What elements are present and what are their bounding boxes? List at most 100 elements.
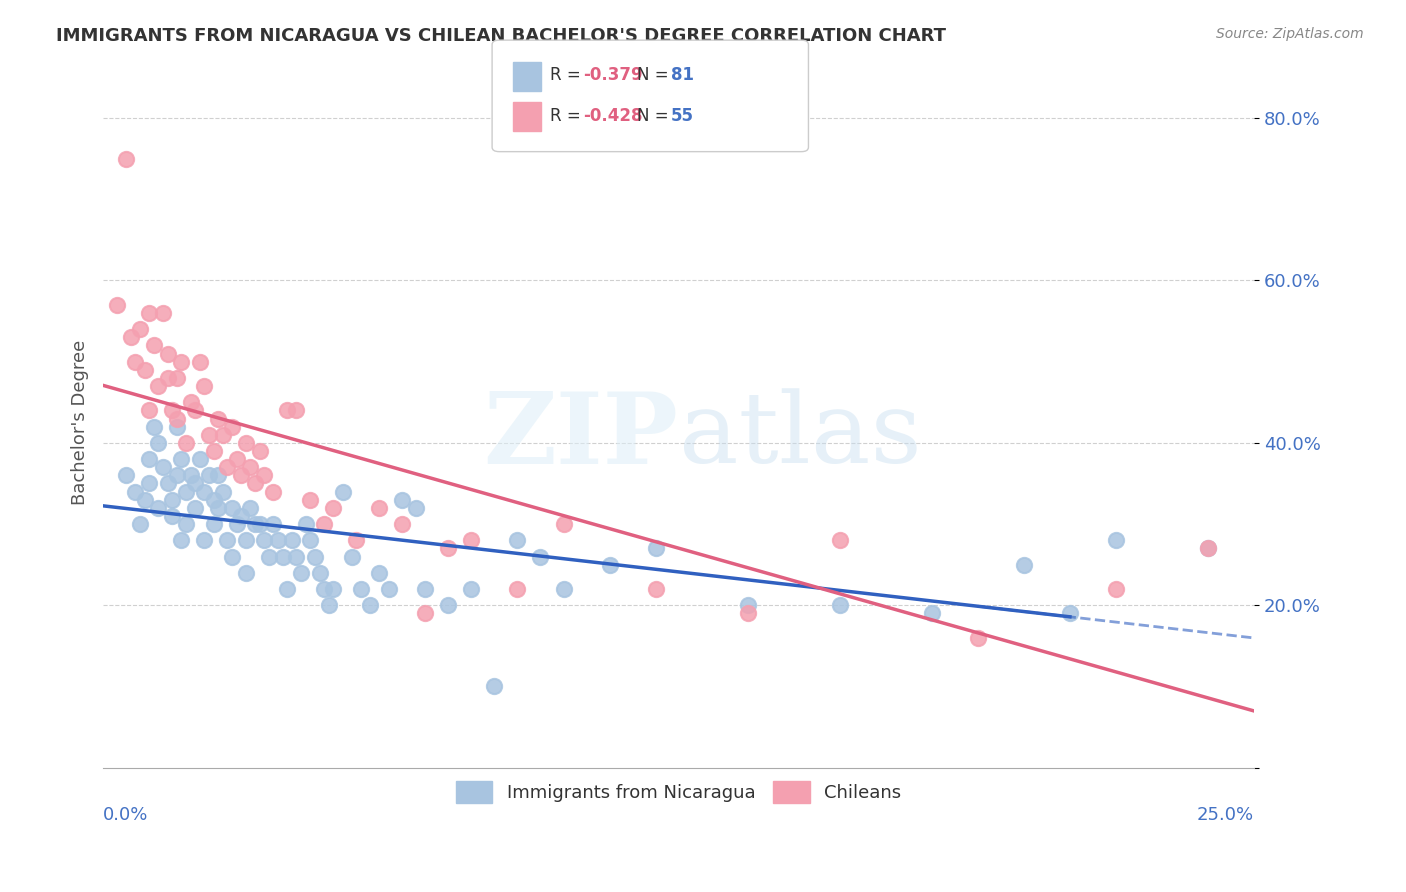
Point <box>299 492 322 507</box>
Point <box>193 484 215 499</box>
Point <box>1197 541 1219 556</box>
Point <box>322 500 344 515</box>
Point <box>253 468 276 483</box>
Point <box>160 403 183 417</box>
Point <box>281 533 304 548</box>
Point <box>263 484 285 499</box>
Point <box>828 533 851 548</box>
Point <box>211 484 233 499</box>
Point <box>243 517 266 532</box>
Point <box>202 517 225 532</box>
Point <box>211 427 233 442</box>
Text: 25.0%: 25.0% <box>1197 805 1254 823</box>
Point <box>368 500 391 515</box>
Point <box>221 500 243 515</box>
Point <box>156 476 179 491</box>
Point <box>304 549 326 564</box>
Point <box>1105 582 1128 596</box>
Point <box>129 322 152 336</box>
Point <box>221 419 243 434</box>
Point <box>921 607 943 621</box>
Point <box>1197 541 1219 556</box>
Point <box>290 566 312 580</box>
Text: N =: N = <box>637 66 673 84</box>
Point <box>148 379 170 393</box>
Point <box>198 427 221 442</box>
Point <box>340 549 363 564</box>
Point <box>415 582 437 596</box>
Point <box>180 395 202 409</box>
Text: N =: N = <box>637 107 673 125</box>
Point <box>437 599 460 613</box>
Text: atlas: atlas <box>679 389 921 484</box>
Point <box>202 492 225 507</box>
Point <box>599 558 621 572</box>
Point <box>138 403 160 417</box>
Point <box>166 419 188 434</box>
Point <box>276 582 298 596</box>
Point <box>314 517 336 532</box>
Point <box>344 533 367 548</box>
Point <box>120 330 142 344</box>
Point <box>152 460 174 475</box>
Point <box>322 582 344 596</box>
Point <box>391 517 413 532</box>
Point <box>198 468 221 483</box>
Point <box>271 549 294 564</box>
Text: 55: 55 <box>671 107 693 125</box>
Point <box>553 517 575 532</box>
Point <box>359 599 381 613</box>
Point <box>221 549 243 564</box>
Point <box>225 452 247 467</box>
Point <box>180 468 202 483</box>
Point <box>529 549 551 564</box>
Point <box>134 492 156 507</box>
Point <box>170 354 193 368</box>
Point <box>217 533 239 548</box>
Point <box>415 607 437 621</box>
Point <box>249 517 271 532</box>
Point <box>160 492 183 507</box>
Point <box>1059 607 1081 621</box>
Point <box>193 533 215 548</box>
Point <box>207 411 229 425</box>
Point <box>506 582 529 596</box>
Point <box>148 500 170 515</box>
Point <box>966 631 988 645</box>
Point <box>217 460 239 475</box>
Point <box>332 484 354 499</box>
Point <box>368 566 391 580</box>
Point <box>170 452 193 467</box>
Point <box>257 549 280 564</box>
Point <box>276 403 298 417</box>
Point <box>391 492 413 507</box>
Point <box>350 582 373 596</box>
Text: Source: ZipAtlas.com: Source: ZipAtlas.com <box>1216 27 1364 41</box>
Point <box>142 338 165 352</box>
Point <box>156 346 179 360</box>
Point <box>138 476 160 491</box>
Point <box>318 599 340 613</box>
Point <box>249 444 271 458</box>
Point <box>156 371 179 385</box>
Point <box>235 533 257 548</box>
Legend: Immigrants from Nicaragua, Chileans: Immigrants from Nicaragua, Chileans <box>449 774 908 811</box>
Point <box>1012 558 1035 572</box>
Point <box>184 476 207 491</box>
Point <box>506 533 529 548</box>
Point <box>124 484 146 499</box>
Text: ZIP: ZIP <box>484 388 679 485</box>
Point <box>174 435 197 450</box>
Point <box>1105 533 1128 548</box>
Point <box>737 599 759 613</box>
Point <box>737 607 759 621</box>
Point <box>134 363 156 377</box>
Point <box>828 599 851 613</box>
Point <box>239 460 262 475</box>
Point <box>138 452 160 467</box>
Point <box>253 533 276 548</box>
Point <box>644 582 666 596</box>
Point <box>184 500 207 515</box>
Point <box>202 444 225 458</box>
Y-axis label: Bachelor's Degree: Bachelor's Degree <box>72 340 89 505</box>
